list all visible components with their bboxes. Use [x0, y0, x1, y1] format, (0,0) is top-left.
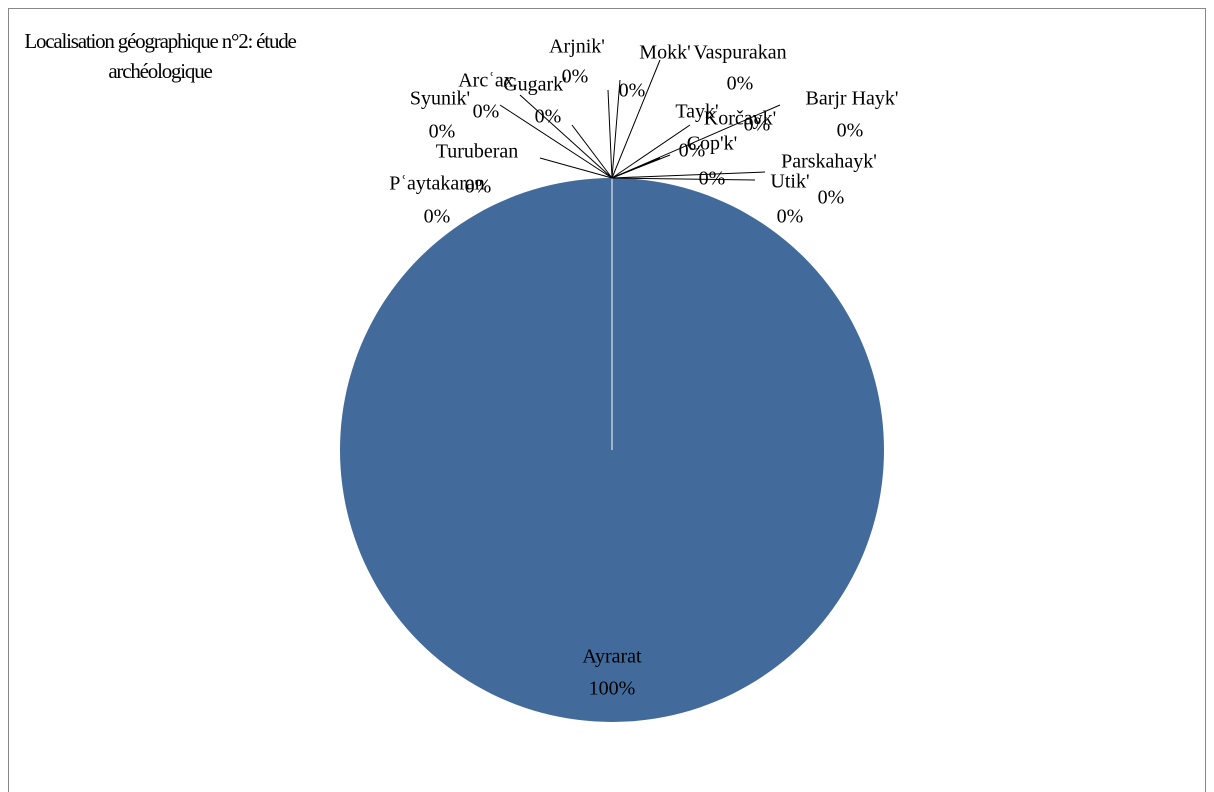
slice-value-label: 0% [727, 73, 754, 95]
slice-label: Gugark' [503, 74, 567, 96]
slice-label: Mokk' [639, 42, 690, 64]
leader-line [539, 157, 613, 179]
slice-label: Barjr Hayk' [805, 88, 898, 110]
slice-label: Parskahayk' [781, 151, 877, 173]
slice-label: Korčayk' [704, 108, 776, 130]
slice-label: Vaspurakan [693, 42, 786, 64]
slice-label: Cop'k' [687, 133, 738, 155]
slice-value-label: 0% [535, 106, 562, 128]
slice-value-label: 0% [777, 206, 804, 228]
slice-label: Arjnik' [549, 36, 605, 58]
slice-label: Syunik' [410, 88, 470, 110]
slice-value-label: 0% [679, 140, 706, 162]
slice-label: Turuberan [436, 141, 519, 163]
slice-value-label: 0% [837, 120, 864, 142]
leader-line [519, 94, 613, 179]
slice-value-label: 0% [465, 176, 492, 198]
leader-line [611, 171, 766, 179]
leader-line [571, 124, 613, 179]
slice-value-label: 0% [429, 121, 456, 143]
chart-border [8, 8, 1206, 792]
leader-line [611, 124, 691, 179]
leader-line [611, 154, 671, 179]
slice-label: Pʿaytakaran [389, 173, 485, 195]
slice-value-label: 0% [818, 187, 845, 209]
chart-title: Localisation géographique n°2: étude arc… [24, 29, 297, 83]
slice-value-label: 0% [619, 80, 646, 102]
leader-line [607, 89, 613, 179]
slice-label: Utik' [770, 171, 809, 193]
slice-label: Ayrarat [582, 646, 642, 668]
leader-line [611, 79, 621, 179]
slice-label: Tayk' [675, 101, 718, 123]
slice-value-label: 0% [473, 101, 500, 123]
leader-line [611, 177, 756, 181]
leader-line [499, 104, 613, 179]
slice-value-label: 0% [424, 206, 451, 228]
leader-line [611, 59, 661, 179]
slice-value-label: 0% [562, 66, 589, 88]
slice-label: Arcʿax [458, 70, 514, 92]
slice-value-label: 0% [699, 168, 726, 190]
slice-value-label: 0% [744, 114, 771, 136]
slice-value-label: 100% [589, 678, 636, 700]
